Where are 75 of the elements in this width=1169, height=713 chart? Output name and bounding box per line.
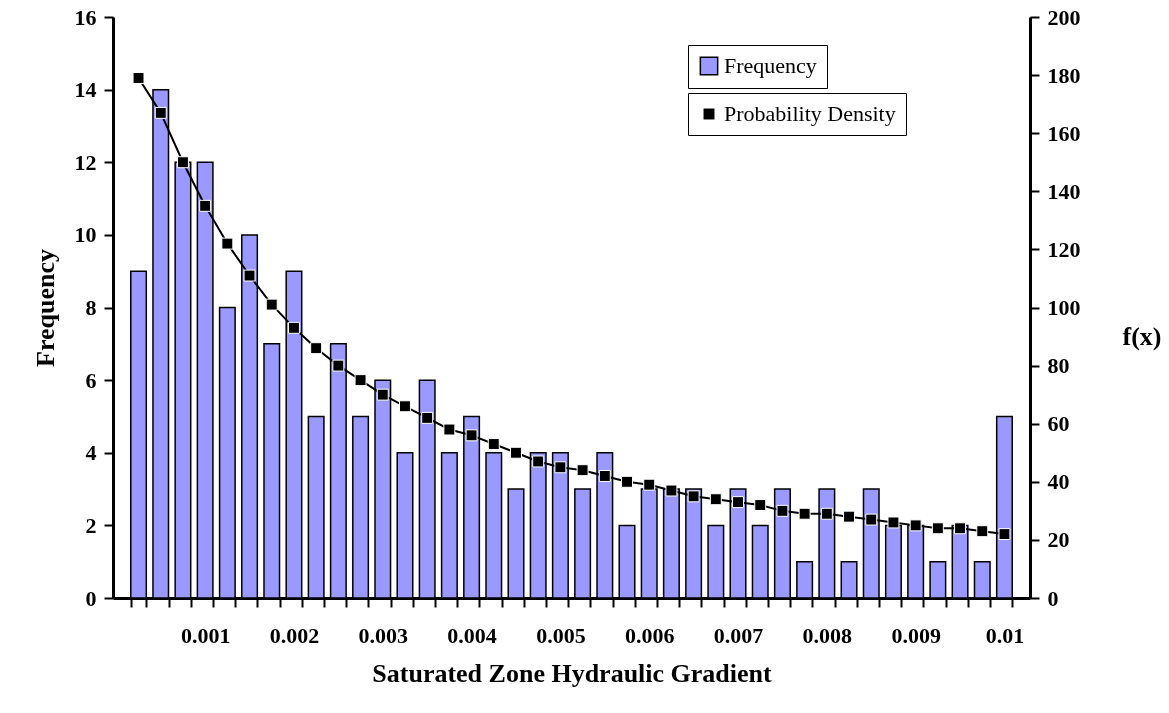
y2-tick-label: 20 bbox=[1047, 527, 1070, 553]
x-tick-label: 0.007 bbox=[713, 622, 764, 648]
y-tick-label: 8 bbox=[85, 295, 97, 320]
x-tick-label: 0.003 bbox=[358, 622, 409, 648]
point bbox=[909, 519, 922, 532]
point bbox=[887, 516, 900, 529]
point bbox=[621, 475, 633, 488]
x-tick-label: 0.009 bbox=[891, 622, 941, 648]
point bbox=[665, 484, 678, 497]
legend-label: Frequency bbox=[724, 53, 817, 78]
y2-tick-label: 60 bbox=[1047, 411, 1070, 437]
y-tick-label: 6 bbox=[85, 367, 97, 393]
x-tick-label: 0.005 bbox=[536, 622, 586, 648]
point bbox=[487, 438, 500, 451]
point bbox=[709, 493, 722, 506]
point bbox=[354, 374, 367, 387]
point bbox=[287, 321, 300, 334]
y-tick-label: 4 bbox=[85, 440, 97, 466]
point bbox=[732, 496, 744, 509]
y2-tick-label: 100 bbox=[1047, 295, 1081, 320]
point bbox=[998, 528, 1011, 541]
point bbox=[399, 400, 411, 413]
point bbox=[154, 106, 167, 119]
y2-tick-label: 0 bbox=[1047, 585, 1059, 611]
point bbox=[843, 510, 856, 523]
point bbox=[443, 423, 456, 436]
point bbox=[576, 464, 589, 477]
x-axis-title: Saturated Zone Hydraulic Gradient bbox=[372, 658, 773, 688]
y2-tick-label: 40 bbox=[1047, 469, 1070, 495]
point bbox=[798, 507, 811, 520]
point bbox=[754, 499, 767, 512]
point bbox=[421, 411, 434, 424]
y-tick-label: 14 bbox=[74, 77, 97, 103]
y-tick-label: 12 bbox=[74, 149, 97, 175]
point bbox=[510, 446, 522, 459]
point bbox=[865, 513, 878, 526]
y2-tick-label: 80 bbox=[1047, 353, 1070, 379]
point bbox=[265, 298, 278, 311]
point bbox=[954, 522, 967, 535]
point bbox=[310, 342, 323, 355]
point bbox=[820, 507, 833, 520]
y2-tick-label: 120 bbox=[1047, 236, 1081, 262]
y-tick-label: 10 bbox=[74, 222, 97, 248]
legend-label: Probability Density bbox=[724, 101, 896, 126]
point bbox=[976, 525, 989, 538]
point bbox=[465, 429, 478, 442]
y-tick-label: 2 bbox=[85, 512, 97, 538]
point bbox=[687, 490, 700, 503]
point bbox=[532, 455, 545, 468]
y2-tick-label: 160 bbox=[1047, 120, 1081, 146]
point bbox=[132, 72, 145, 84]
x-tick-label: 0.001 bbox=[180, 622, 231, 648]
point bbox=[332, 359, 345, 372]
x-tick-label: 0.004 bbox=[447, 622, 497, 648]
point bbox=[243, 269, 256, 282]
y-tick-label: 16 bbox=[74, 4, 97, 30]
point bbox=[554, 461, 567, 474]
y2-tick-label: 200 bbox=[1047, 4, 1081, 30]
x-tick-label: 0.008 bbox=[802, 622, 853, 648]
x-tick-label: 0.002 bbox=[269, 622, 320, 648]
point bbox=[931, 522, 944, 535]
point bbox=[176, 156, 189, 169]
y-tick-label: 0 bbox=[85, 585, 97, 611]
point bbox=[598, 470, 611, 482]
x-tick-label: 0.01 bbox=[985, 622, 1025, 648]
point bbox=[199, 199, 212, 212]
point bbox=[776, 504, 789, 517]
y2-tick-label: 180 bbox=[1047, 62, 1081, 88]
point bbox=[376, 388, 389, 401]
point bbox=[221, 237, 234, 250]
point bbox=[643, 478, 656, 491]
y-axis-title: Frequency bbox=[30, 249, 60, 367]
y2-tick-label: 140 bbox=[1047, 178, 1081, 204]
y2-axis-title: f(x) bbox=[1122, 322, 1162, 352]
x-tick-label: 0.006 bbox=[624, 622, 675, 648]
